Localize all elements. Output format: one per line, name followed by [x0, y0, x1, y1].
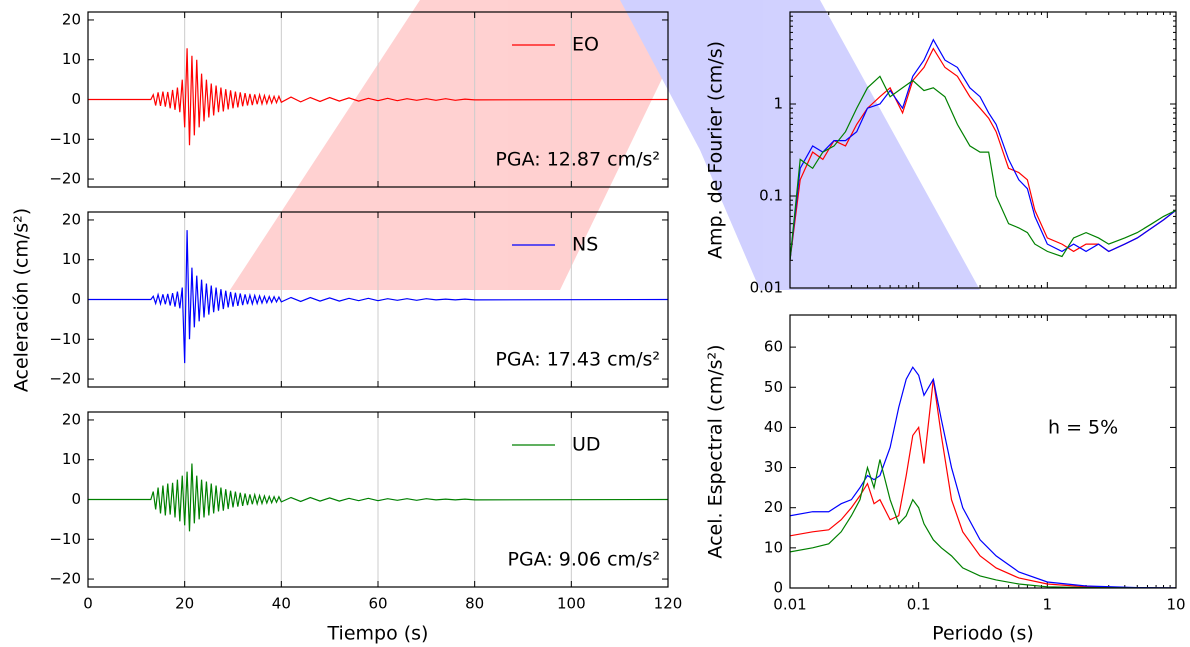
- y-tick-label: 0: [71, 490, 81, 508]
- y-tick-label: 0.01: [750, 279, 783, 297]
- y-tick-label: −10: [49, 130, 81, 148]
- plot-frame: [87, 411, 669, 588]
- x-tick-label: 40: [272, 595, 291, 613]
- x-tick-label: 0.01: [773, 596, 806, 614]
- annotation: PGA: 17.43 cm/s²: [495, 349, 660, 371]
- x-tick-label: 10: [1166, 596, 1185, 614]
- annotation: PGA: 9.06 cm/s²: [507, 549, 660, 571]
- y-tick-label: 40: [764, 418, 783, 436]
- y-tick-label: −20: [49, 170, 81, 188]
- watermark-blue: [620, 0, 980, 290]
- x-axis-label: Tiempo (s): [327, 623, 429, 645]
- y-tick-label: 50: [764, 378, 783, 396]
- y-tick-label: 20: [62, 210, 81, 228]
- y-tick-label: 10: [62, 50, 81, 68]
- x-tick-label: 1: [1043, 596, 1053, 614]
- x-tick-label: 0.1: [907, 596, 931, 614]
- series-line: [790, 366, 1176, 588]
- series-line: [88, 230, 668, 364]
- y-tick-label: 0.1: [759, 187, 783, 205]
- y-tick-label: 0: [773, 579, 783, 597]
- plot-frame: [789, 314, 1177, 589]
- x-tick-label: 100: [557, 595, 586, 613]
- y-tick-label: 60: [764, 338, 783, 356]
- y-tick-label: 20: [62, 410, 81, 428]
- watermark: [230, 0, 980, 290]
- series-line: [790, 75, 1176, 261]
- series-line: [790, 459, 1176, 588]
- series-line: [790, 379, 1176, 588]
- y-tick-label: −10: [49, 530, 81, 548]
- legend-label: EO: [572, 34, 599, 56]
- y-tick-label: 0: [71, 90, 81, 108]
- legend-label: UD: [572, 434, 601, 456]
- x-tick-label: 60: [368, 595, 387, 613]
- y-tick-label: 0: [71, 290, 81, 308]
- x-tick-label: 80: [465, 595, 484, 613]
- y-tick-label: 20: [764, 498, 783, 516]
- y-axis-label: Aceleración (cm/s²): [11, 208, 33, 392]
- annotation: h = 5%: [1048, 417, 1118, 439]
- y-tick-label: 20: [62, 10, 81, 28]
- y-tick-label: 10: [764, 538, 783, 556]
- y-axis-label: Acel. Espectral (cm/s²): [705, 344, 727, 558]
- y-tick-label: 1: [773, 95, 783, 113]
- plot-frame: [789, 11, 1177, 289]
- y-tick-label: 10: [62, 250, 81, 268]
- series-line: [88, 48, 668, 146]
- legend-label: NS: [572, 234, 598, 256]
- x-tick-label: 20: [175, 595, 194, 613]
- y-tick-label: 30: [764, 458, 783, 476]
- plot-frame: [87, 211, 669, 388]
- series-line: [790, 38, 1176, 261]
- plot-frame: [87, 11, 669, 188]
- x-tick-label: 0: [83, 595, 93, 613]
- y-tick-label: −20: [49, 370, 81, 388]
- annotation: PGA: 12.87 cm/s²: [495, 149, 660, 171]
- watermark-red: [230, 0, 700, 290]
- y-tick-label: −10: [49, 330, 81, 348]
- y-tick-label: −20: [49, 570, 81, 588]
- y-tick-label: 10: [62, 450, 81, 468]
- y-axis-label: Amp. de Fourier (cm/s): [705, 41, 727, 259]
- x-axis-label: Periodo (s): [932, 623, 1034, 645]
- series-line: [88, 463, 668, 532]
- x-tick-label: 120: [654, 595, 683, 613]
